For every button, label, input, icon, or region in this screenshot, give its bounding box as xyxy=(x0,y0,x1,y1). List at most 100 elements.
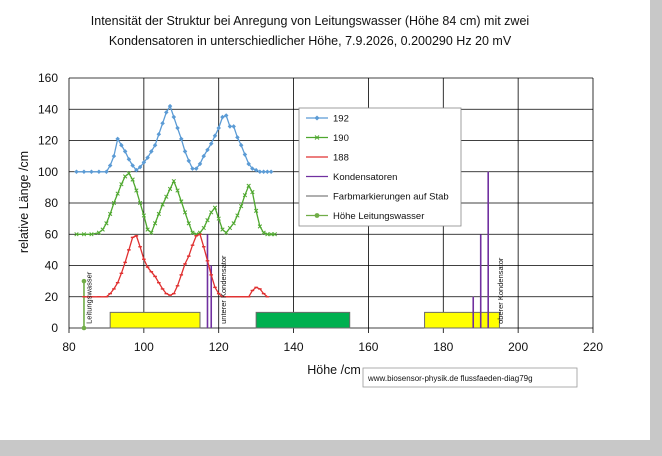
series-point-190 xyxy=(257,224,263,229)
annotation-label: unterer Kondensator xyxy=(219,255,228,324)
x-tick-label: 160 xyxy=(358,340,378,354)
farbmarkierung-bar xyxy=(255,311,351,329)
series-point-190 xyxy=(209,210,214,215)
hoehe-leitungswasser-point xyxy=(81,278,87,284)
series-point-190 xyxy=(141,213,147,218)
series-point-190 xyxy=(186,221,191,226)
source-box-frame xyxy=(362,367,578,388)
series-point-190 xyxy=(145,227,150,232)
series-point-190 xyxy=(265,232,270,237)
series-point-192 xyxy=(122,149,128,154)
y-axis-label: relative Länge /cm xyxy=(17,151,31,253)
legend: 192 190 188 Kondensatoren Farbmarkierungen a… xyxy=(298,107,462,227)
series-point-190 xyxy=(235,213,240,218)
series-point-192 xyxy=(171,114,177,120)
x-tick-label: 80 xyxy=(62,340,76,354)
series-point-190 xyxy=(239,203,244,209)
series-point-190 xyxy=(115,191,120,196)
series-point-190 xyxy=(201,225,206,231)
series-point-190 xyxy=(224,230,229,235)
series-point-190 xyxy=(227,225,233,231)
series-point-192 xyxy=(96,169,102,175)
farbmarkierung-bar xyxy=(109,311,201,329)
series-point-192 xyxy=(238,142,244,148)
x-tick-label: 120 xyxy=(209,340,229,354)
plot-marks xyxy=(74,103,500,331)
series-point-192 xyxy=(74,169,79,175)
series-point-190 xyxy=(100,227,105,232)
axes: 0 20 40 60 80 100 120 140 160 80 100 120 140 160 180 20… xyxy=(38,71,603,354)
series-point-192 xyxy=(81,169,87,175)
series-point-190 xyxy=(246,183,251,188)
series-point-192 xyxy=(235,135,240,140)
series-point-190 xyxy=(272,232,278,237)
y-tick-label: 140 xyxy=(38,102,58,116)
source-label: www.biosensor-physik.de flussfaeden-diag… xyxy=(367,374,533,383)
series-point-192 xyxy=(89,169,94,175)
series-point-190 xyxy=(104,221,109,226)
legend-item: 188 xyxy=(306,153,349,164)
series-point-192 xyxy=(231,124,236,129)
series-point-190 xyxy=(190,230,195,235)
legend-item: Höhe Leitungswasser xyxy=(306,211,424,222)
series-point-190 xyxy=(179,199,184,204)
hoehe-leitungswasser-point xyxy=(81,325,87,331)
series-point-190 xyxy=(175,188,180,193)
legend-item: Farbmarkierungen auf Stab xyxy=(306,192,449,203)
legend-marker xyxy=(314,213,320,218)
series-point-190 xyxy=(108,211,113,217)
series-point-192 xyxy=(212,133,218,139)
series-point-190 xyxy=(89,232,94,237)
y-tick-label: 120 xyxy=(38,134,58,148)
series-point-190 xyxy=(81,232,87,237)
legend-label: Kondensatoren xyxy=(333,172,397,183)
series-point-190 xyxy=(242,193,248,198)
x-tick-label: 180 xyxy=(433,340,453,354)
series-point-190 xyxy=(119,182,124,187)
y-tick-label: 100 xyxy=(38,165,58,179)
series-point-190 xyxy=(253,208,259,213)
y-tick-label: 20 xyxy=(45,290,59,304)
series-point-190 xyxy=(74,232,79,237)
annotation-label: oberer Kondensator xyxy=(496,257,505,324)
series-point-190 xyxy=(167,186,173,192)
series-point-190 xyxy=(96,230,102,235)
x-tick-label: 220 xyxy=(583,340,603,354)
chart-title-line-2: Kondensatoren in unterschiedlicher Höhe,… xyxy=(109,34,512,48)
series-point-190 xyxy=(250,189,255,195)
series-point-190 xyxy=(111,200,117,206)
series-point-192 xyxy=(242,152,248,157)
series-point-190 xyxy=(261,230,266,235)
x-tick-label: 140 xyxy=(284,340,304,354)
legend-box xyxy=(298,107,462,227)
legend-item: Kondensatoren xyxy=(306,172,397,183)
legend-marker xyxy=(314,135,320,140)
legend-label: 192 xyxy=(333,114,349,125)
series-point-190 xyxy=(216,216,221,221)
series-point-192 xyxy=(111,153,117,159)
series-point-190 xyxy=(156,211,161,217)
legend-item: 190 xyxy=(306,133,349,144)
chart: Intensität der Struktur bei Anregung von… xyxy=(17,14,603,388)
series-point-192 xyxy=(115,136,120,142)
legend-label: 188 xyxy=(333,153,349,164)
x-axis-label: Höhe /cm xyxy=(307,363,361,377)
x-tick-label: 100 xyxy=(134,340,154,354)
series-point-192 xyxy=(227,124,233,129)
y-tick-label: 0 xyxy=(51,321,58,335)
series-point-190 xyxy=(220,227,225,232)
series-point-192 xyxy=(268,169,274,175)
annotation-label: Leitungswasser xyxy=(84,271,93,324)
series-point-190 xyxy=(149,230,154,235)
series-point-190 xyxy=(126,171,132,176)
series-point-190 xyxy=(160,202,165,207)
legend-label: Farbmarkierungen auf Stab xyxy=(333,192,449,203)
legend-label: Höhe Leitungswasser xyxy=(333,211,424,222)
series-point-192 xyxy=(182,149,188,154)
series-point-190 xyxy=(164,194,169,199)
series-point-190 xyxy=(205,218,210,223)
series-point-192 xyxy=(220,114,225,120)
source-box: www.biosensor-physik.de flussfaeden-diag… xyxy=(362,367,578,388)
x-tick-label: 200 xyxy=(508,340,528,354)
series-point-190 xyxy=(268,232,274,237)
